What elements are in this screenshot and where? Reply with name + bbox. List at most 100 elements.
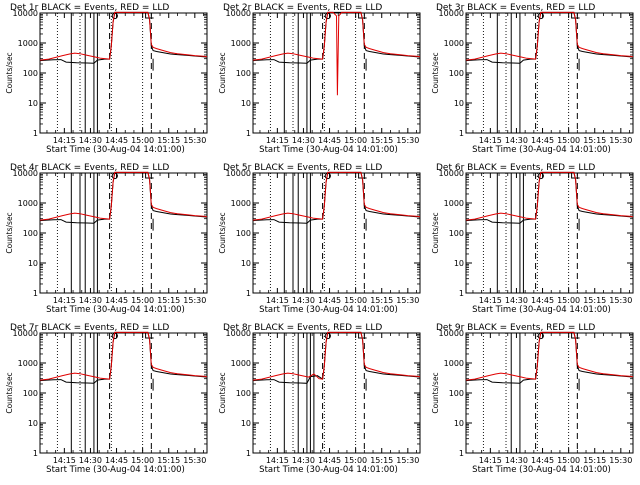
y-axis-label: Counts/sec — [218, 52, 227, 93]
events-series-line — [252, 331, 421, 384]
event-bracket-marker — [145, 173, 154, 179]
x-tick-label: 14:15 — [53, 296, 76, 305]
y-tick-label: 100 — [23, 389, 38, 398]
x-tick-label: 14:30 — [505, 136, 528, 145]
x-axis-label: Start Time (30-Aug-04 14:01:00) — [46, 465, 185, 475]
detector-panel: Det 8r BLACK = Events, RED = LLD Counts/s… — [218, 323, 421, 475]
lld-series-line — [39, 331, 208, 381]
y-tick-label: 1000 — [444, 359, 464, 368]
y-tick-label: 1000 — [444, 199, 464, 208]
y-tick-label: 1000 — [444, 39, 464, 48]
events-series-line — [252, 171, 421, 224]
y-tick-label: 10 — [28, 419, 38, 428]
y-tick-label: 1 — [33, 289, 38, 298]
y-tick-label: 1000 — [18, 39, 38, 48]
x-tick-label: 15:00 — [344, 456, 367, 465]
x-tick-label: 15:15 — [370, 136, 393, 145]
detector-panel: Det 9r BLACK = Events, RED = LLD Counts/s… — [431, 323, 634, 475]
x-axis-label: Start Time (30-Aug-04 14:01:00) — [259, 145, 398, 155]
y-axis-label: Counts/sec — [431, 372, 440, 413]
x-tick-label: 14:15 — [479, 296, 502, 305]
y-tick-label: 1 — [246, 129, 251, 138]
x-tick-label: 15:15 — [370, 296, 393, 305]
x-tick-label: 14:30 — [292, 456, 315, 465]
event-bracket-marker — [358, 173, 367, 179]
y-tick-label: 1000 — [231, 199, 251, 208]
y-tick-label: 1 — [459, 289, 464, 298]
x-tick-label: 15:00 — [557, 296, 580, 305]
plot-frame — [465, 12, 634, 134]
y-tick-label: 10 — [454, 259, 464, 268]
x-tick-label: 15:30 — [396, 296, 419, 305]
plot-frame — [39, 12, 208, 134]
y-tick-label: 1000 — [231, 359, 251, 368]
x-axis-label: Start Time (30-Aug-04 14:01:00) — [259, 465, 398, 475]
x-tick-label: 15:15 — [583, 456, 606, 465]
y-tick-label: 1 — [246, 289, 251, 298]
panel-title: Det 2r BLACK = Events, RED = LLD — [223, 3, 382, 13]
y-axis-label: Counts/sec — [5, 212, 14, 253]
event-bracket-marker — [571, 173, 580, 179]
x-tick-label: 14:45 — [105, 136, 128, 145]
detector-panel: Det 3r BLACK = Events, RED = LLD Counts/s… — [431, 3, 634, 155]
panel-title: Det 7r BLACK = Events, RED = LLD — [10, 323, 169, 333]
y-tick-label: 10000 — [226, 329, 251, 338]
x-tick-label: 15:15 — [583, 136, 606, 145]
lld-series-line — [465, 331, 634, 381]
detector-panel: Det 5r BLACK = Events, RED = LLD Counts/s… — [218, 163, 421, 315]
panel-title: Det 5r BLACK = Events, RED = LLD — [223, 163, 382, 173]
x-tick-label: 15:15 — [157, 136, 180, 145]
events-series-line — [39, 171, 208, 224]
x-tick-label: 14:30 — [292, 136, 315, 145]
x-tick-label: 14:15 — [53, 456, 76, 465]
y-tick-label: 10000 — [439, 169, 464, 178]
detector-panel: Det 6r BLACK = Events, RED = LLD Counts/s… — [431, 163, 634, 315]
y-tick-label: 100 — [449, 389, 464, 398]
y-tick-label: 100 — [236, 389, 251, 398]
y-axis-label: Counts/sec — [218, 372, 227, 413]
x-axis-label: Start Time (30-Aug-04 14:01:00) — [46, 305, 185, 315]
x-tick-label: 14:30 — [79, 136, 102, 145]
x-tick-label: 14:45 — [531, 456, 554, 465]
panel-title: Det 8r BLACK = Events, RED = LLD — [223, 323, 382, 333]
y-tick-label: 10000 — [226, 169, 251, 178]
x-tick-label: 15:00 — [131, 296, 154, 305]
y-axis-label: Counts/sec — [5, 372, 14, 413]
x-tick-label: 14:15 — [266, 136, 289, 145]
x-tick-label: 14:30 — [79, 456, 102, 465]
x-tick-label: 15:30 — [396, 456, 419, 465]
lld-series-line — [252, 11, 421, 96]
x-tick-label: 14:30 — [79, 296, 102, 305]
events-series-line — [465, 11, 634, 64]
x-tick-label: 14:15 — [53, 136, 76, 145]
event-bracket-marker — [358, 333, 367, 339]
y-tick-label: 100 — [23, 229, 38, 238]
plot-frame — [465, 332, 634, 454]
event-bracket-marker — [145, 333, 154, 339]
x-tick-label: 15:30 — [609, 456, 632, 465]
y-tick-label: 100 — [236, 69, 251, 78]
x-tick-label: 15:15 — [157, 456, 180, 465]
event-bracket-marker — [358, 13, 367, 19]
y-tick-label: 1 — [459, 129, 464, 138]
y-axis-label: Counts/sec — [431, 212, 440, 253]
panel-title: Det 4r BLACK = Events, RED = LLD — [10, 163, 169, 173]
x-tick-label: 14:30 — [292, 296, 315, 305]
y-tick-label: 1000 — [18, 359, 38, 368]
x-tick-label: 14:15 — [479, 136, 502, 145]
x-tick-label: 14:15 — [266, 456, 289, 465]
x-tick-label: 14:15 — [479, 456, 502, 465]
plot-frame — [39, 332, 208, 454]
y-tick-label: 10000 — [439, 329, 464, 338]
x-tick-label: 15:30 — [183, 296, 206, 305]
plot-frame — [465, 172, 634, 294]
x-tick-label: 14:45 — [105, 456, 128, 465]
x-tick-label: 15:15 — [157, 296, 180, 305]
x-tick-label: 15:00 — [557, 136, 580, 145]
x-tick-label: 14:30 — [505, 296, 528, 305]
y-tick-label: 10 — [241, 99, 251, 108]
lld-series-line — [252, 171, 421, 221]
panel-title: Det 1r BLACK = Events, RED = LLD — [10, 3, 169, 13]
y-tick-label: 10 — [454, 99, 464, 108]
plot-frame — [252, 332, 421, 454]
